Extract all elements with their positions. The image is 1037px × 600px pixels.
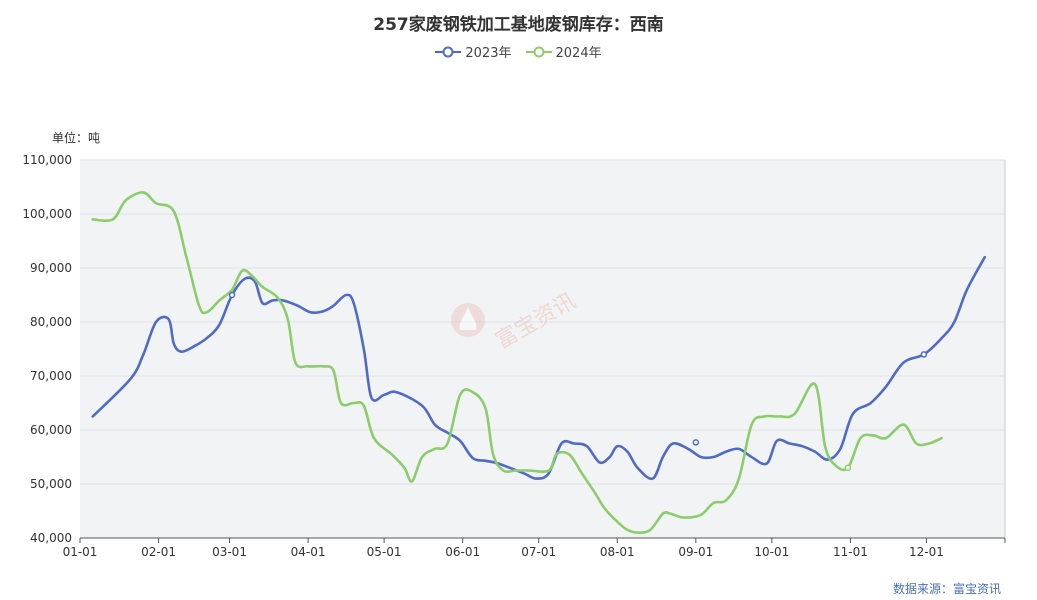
legend-item-2024[interactable]: 2024年 <box>525 42 602 61</box>
plot-area <box>80 160 1005 538</box>
y-tick-label: 40,000 <box>30 531 72 545</box>
legend-marker-2023 <box>435 46 462 57</box>
y-tick-label: 110,000 <box>22 153 72 167</box>
data-point-marker[interactable] <box>920 351 928 358</box>
x-tick-label: 11-01 <box>833 545 868 559</box>
series-markers <box>228 291 928 472</box>
legend-item-2023[interactable]: 2023年 <box>435 42 512 61</box>
y-tick-label: 50,000 <box>30 477 72 491</box>
x-tick-label: 05-01 <box>367 545 402 559</box>
x-tick-label: 10-01 <box>754 545 789 559</box>
x-tick-label: 08-01 <box>600 545 635 559</box>
data-point-marker[interactable] <box>228 291 236 299</box>
data-point-marker[interactable] <box>844 464 852 472</box>
data-point-marker[interactable] <box>692 439 700 446</box>
legend: 2023年 2024年 <box>0 42 1037 61</box>
y-tick-label: 60,000 <box>30 423 72 437</box>
series-lines <box>91 191 986 534</box>
chart-title: 257家废钢铁加工基地废钢库存：西南 <box>373 15 664 35</box>
x-tick-label: 07-01 <box>521 545 556 559</box>
series-line-2023[interactable] <box>91 255 986 481</box>
x-tick-label: 04-01 <box>291 545 326 559</box>
series-line-2024[interactable] <box>91 191 943 534</box>
x-tick-label: 12-01 <box>909 545 944 559</box>
axes: 40,000 50,000 60,000 70,000 80,000 90,000 100,… <box>22 153 1006 559</box>
y-tick-label: 80,000 <box>30 315 72 329</box>
y-tick-label: 100,000 <box>22 207 72 221</box>
legend-marker-2024 <box>525 46 552 57</box>
x-tick-label: 03-01 <box>212 545 247 559</box>
y-tick-label: 90,000 <box>30 261 72 275</box>
y-tick-label: 70,000 <box>30 369 72 383</box>
y-axis-unit: 单位：吨 <box>52 131 101 145</box>
data-source: 数据来源：富宝资讯 <box>892 582 1001 596</box>
legend-label-2024: 2024年 <box>555 46 602 61</box>
x-tick-label: 09-01 <box>678 545 713 559</box>
x-tick-label: 01-01 <box>63 545 98 559</box>
legend-label-2023: 2023年 <box>465 46 512 61</box>
x-tick-label: 06-01 <box>445 545 480 559</box>
x-tick-label: 02-01 <box>141 545 176 559</box>
